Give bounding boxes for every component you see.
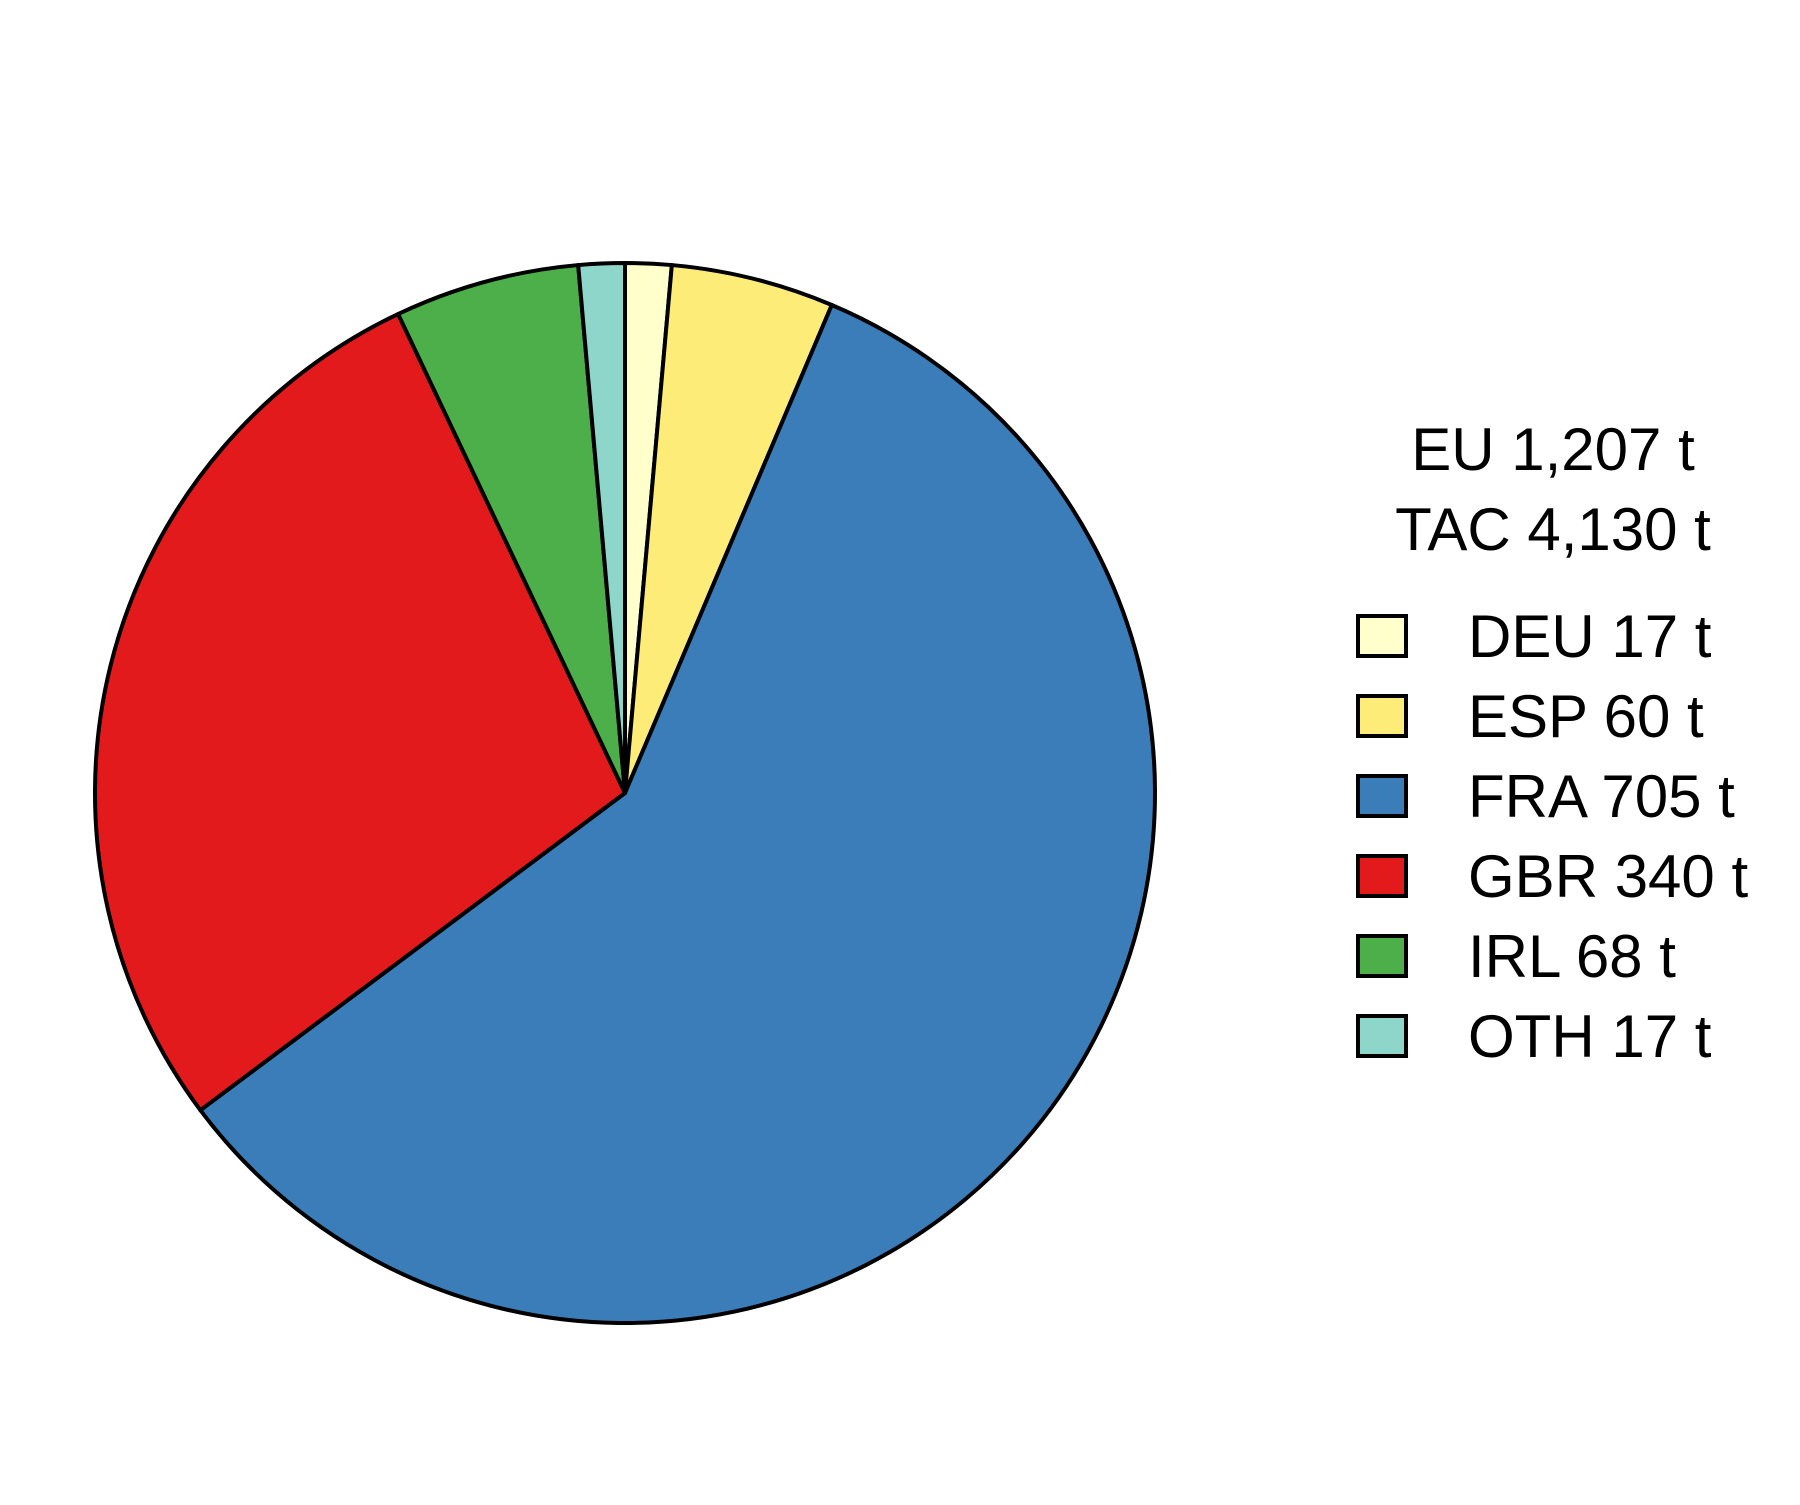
pie-slice-esp (623, 263, 834, 795)
pie-slice-fra (198, 303, 1157, 1325)
legend-header-eu: EU 1,207 t (1411, 416, 1695, 483)
legend-header-tac: TAC 4,130 t (1395, 496, 1711, 563)
legend-label-irl: IRL 68 t (1468, 923, 1676, 990)
legend-label-fra: FRA 705 t (1468, 763, 1735, 830)
pie-slices (93, 260, 1157, 1325)
legend: EU 1,207 t TAC 4,130 t DEU 17 t ESP 60 t F… (1356, 416, 1748, 1070)
legend-label-deu: DEU 17 t (1468, 603, 1712, 670)
legend-swatch-irl (1356, 934, 1408, 978)
legend-swatch-fra (1356, 774, 1408, 818)
pie-slice-irl (396, 263, 627, 795)
legend-label-gbr: GBR 340 t (1468, 843, 1748, 910)
legend-swatch-esp (1356, 694, 1408, 738)
pie-slice-gbr (93, 312, 627, 1113)
legend-label-esp: ESP 60 t (1468, 683, 1704, 750)
legend-swatch-deu (1356, 614, 1408, 658)
legend-items: DEU 17 t ESP 60 t FRA 705 t GBR 340 t IRL 68… (1356, 603, 1748, 1070)
legend-swatch-gbr (1356, 854, 1408, 898)
legend-swatch-oth (1356, 1014, 1408, 1058)
pie-slice-oth (576, 260, 627, 795)
legend-label-oth: OTH 17 t (1468, 1003, 1712, 1070)
